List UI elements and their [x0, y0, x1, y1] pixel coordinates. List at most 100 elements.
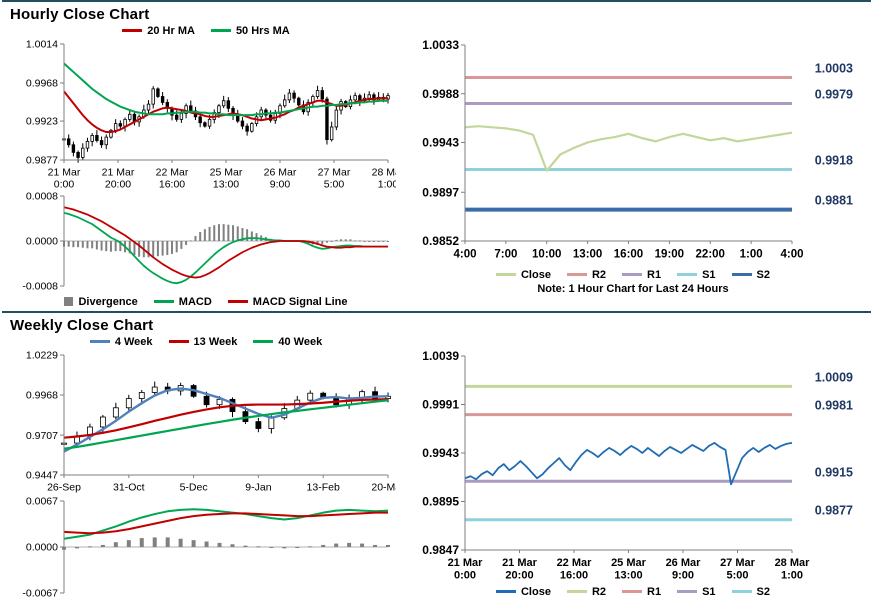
- legend-item-s2: S2: [731, 268, 771, 281]
- line-swatch-icon: [227, 300, 248, 303]
- legend-item-divergence: Divergence: [64, 295, 138, 308]
- legend-label: S1: [702, 585, 716, 598]
- weekly-macd-chart: 0.0067 0.0000 -0.0067: [16, 495, 396, 601]
- svg-text:0.0008: 0.0008: [26, 191, 58, 203]
- line-swatch-icon: [89, 340, 110, 343]
- separator-line-middle: [2, 311, 871, 313]
- svg-text:10:00: 10:00: [532, 249, 561, 261]
- line-swatch-icon: [122, 29, 143, 32]
- line-swatch-icon: [495, 273, 516, 276]
- legend-label: S1: [702, 268, 716, 281]
- svg-text:21 Mar: 21 Mar: [447, 557, 483, 569]
- legend-label: S2: [756, 268, 771, 281]
- svg-text:1.0033: 1.0033: [422, 38, 459, 52]
- svg-text:25 Mar: 25 Mar: [210, 167, 243, 179]
- svg-text:13:00: 13:00: [614, 570, 642, 582]
- svg-text:0.9968: 0.9968: [26, 390, 58, 402]
- legend-item-macd: MACD: [153, 296, 212, 308]
- legend-item-13-week: 13 Week: [168, 335, 238, 348]
- weekly-section: Weekly Close Chart 4 Week 13 Week 40 Week …: [0, 313, 873, 601]
- legend-item-s2: S2: [731, 585, 771, 598]
- line-swatch-icon: [677, 590, 698, 593]
- svg-text:-0.0067: -0.0067: [22, 588, 58, 600]
- svg-text:1.0009: 1.0009: [814, 370, 852, 384]
- legend-item-close: Close: [495, 585, 551, 598]
- hourly-pivot-legend: Close R2 R1 S1 S2: [495, 267, 771, 282]
- svg-text:1.0014: 1.0014: [26, 39, 58, 51]
- hourly-pivot-chart: 1.0033 0.9988 0.9943 0.9897 0.9852 4:00 7:00 10…: [411, 33, 856, 267]
- weekly-section-title: Weekly Close Chart: [10, 317, 154, 334]
- svg-text:4:00: 4:00: [780, 249, 803, 261]
- svg-text:0.9897: 0.9897: [422, 185, 459, 199]
- svg-text:0.0000: 0.0000: [26, 542, 58, 554]
- svg-text:0.0000: 0.0000: [26, 236, 58, 248]
- svg-text:9:00: 9:00: [671, 570, 693, 582]
- hourly-price-legend: 20 Hr MA 50 Hrs MA: [122, 23, 290, 38]
- separator-line-top: [2, 0, 871, 2]
- svg-text:0.9988: 0.9988: [422, 87, 459, 101]
- svg-text:5:00: 5:00: [726, 570, 748, 582]
- svg-text:0.9852: 0.9852: [422, 234, 459, 248]
- legend-item-r1: R1: [622, 269, 661, 281]
- line-swatch-icon: [495, 590, 516, 593]
- legend-label: 20 Hr MA: [147, 24, 195, 37]
- svg-text:22 Mar: 22 Mar: [156, 167, 189, 179]
- svg-text:28 Mar: 28 Mar: [774, 557, 810, 569]
- svg-text:1:00: 1:00: [780, 570, 802, 582]
- svg-text:1:00: 1:00: [378, 179, 396, 191]
- line-swatch-icon: [566, 590, 587, 593]
- line-swatch-icon: [566, 273, 587, 276]
- svg-text:16:00: 16:00: [159, 179, 185, 191]
- weekly-pivot-legend: Close R2 R1 S1 S2: [495, 584, 771, 599]
- svg-text:16:00: 16:00: [559, 570, 587, 582]
- weekly-price-legend: 4 Week 13 Week 40 Week: [89, 334, 322, 349]
- svg-text:27 Mar: 27 Mar: [720, 557, 756, 569]
- legend-label: R2: [591, 268, 607, 281]
- legend-label: S2: [756, 585, 771, 598]
- svg-text:16:00: 16:00: [613, 249, 642, 261]
- legend-item-s1: S1: [677, 268, 716, 281]
- legend-label: Close: [520, 585, 551, 598]
- svg-text:21 Mar: 21 Mar: [502, 557, 538, 569]
- svg-text:7:00: 7:00: [494, 249, 517, 261]
- svg-text:5-Dec: 5-Dec: [180, 482, 208, 494]
- svg-text:13-Feb: 13-Feb: [307, 482, 340, 494]
- bar-swatch-icon: [64, 297, 74, 306]
- legend-item-r2: R2: [566, 268, 607, 281]
- legend-item-50-hrs-ma: 50 Hrs MA: [210, 24, 290, 37]
- svg-text:1.0229: 1.0229: [26, 350, 58, 362]
- svg-text:0.9981: 0.9981: [814, 399, 852, 413]
- legend-label: 50 Hrs MA: [235, 24, 290, 37]
- svg-text:0.9918: 0.9918: [814, 154, 852, 168]
- weekly-pivot-chart: 1.0039 0.9991 0.9943 0.9895 0.9847 21 Mar 0:00…: [411, 344, 856, 584]
- svg-text:25 Mar: 25 Mar: [611, 557, 647, 569]
- line-swatch-icon: [210, 29, 231, 32]
- svg-text:5:00: 5:00: [324, 179, 345, 191]
- svg-text:0.9991: 0.9991: [422, 398, 459, 412]
- svg-text:9-Jan: 9-Jan: [245, 482, 271, 494]
- svg-text:20:00: 20:00: [105, 179, 131, 191]
- legend-label: 4 Week: [114, 335, 153, 348]
- legend-label: Divergence: [78, 295, 138, 308]
- svg-text:0.9707: 0.9707: [26, 430, 58, 442]
- line-swatch-icon: [253, 340, 274, 343]
- svg-text:0:00: 0:00: [453, 570, 475, 582]
- hourly-macd-legend: Divergence MACD MACD Signal Line: [64, 294, 348, 309]
- svg-text:22 Mar: 22 Mar: [556, 557, 592, 569]
- hourly-section: Hourly Close Chart 20 Hr MA 50 Hrs MA 1.0…: [0, 2, 873, 311]
- hourly-section-title: Hourly Close Chart: [10, 6, 150, 23]
- svg-text:21 Mar: 21 Mar: [48, 167, 81, 179]
- legend-item-s1: S1: [677, 585, 716, 598]
- legend-label: 13 Week: [193, 335, 238, 348]
- svg-text:27 Mar: 27 Mar: [318, 167, 351, 179]
- svg-text:1.0039: 1.0039: [422, 349, 459, 363]
- legend-item-macd-signal-line: MACD Signal Line: [227, 296, 348, 308]
- svg-text:13:00: 13:00: [213, 179, 239, 191]
- svg-text:0.9895: 0.9895: [422, 495, 459, 509]
- svg-text:13:00: 13:00: [572, 249, 601, 261]
- line-swatch-icon: [153, 300, 174, 303]
